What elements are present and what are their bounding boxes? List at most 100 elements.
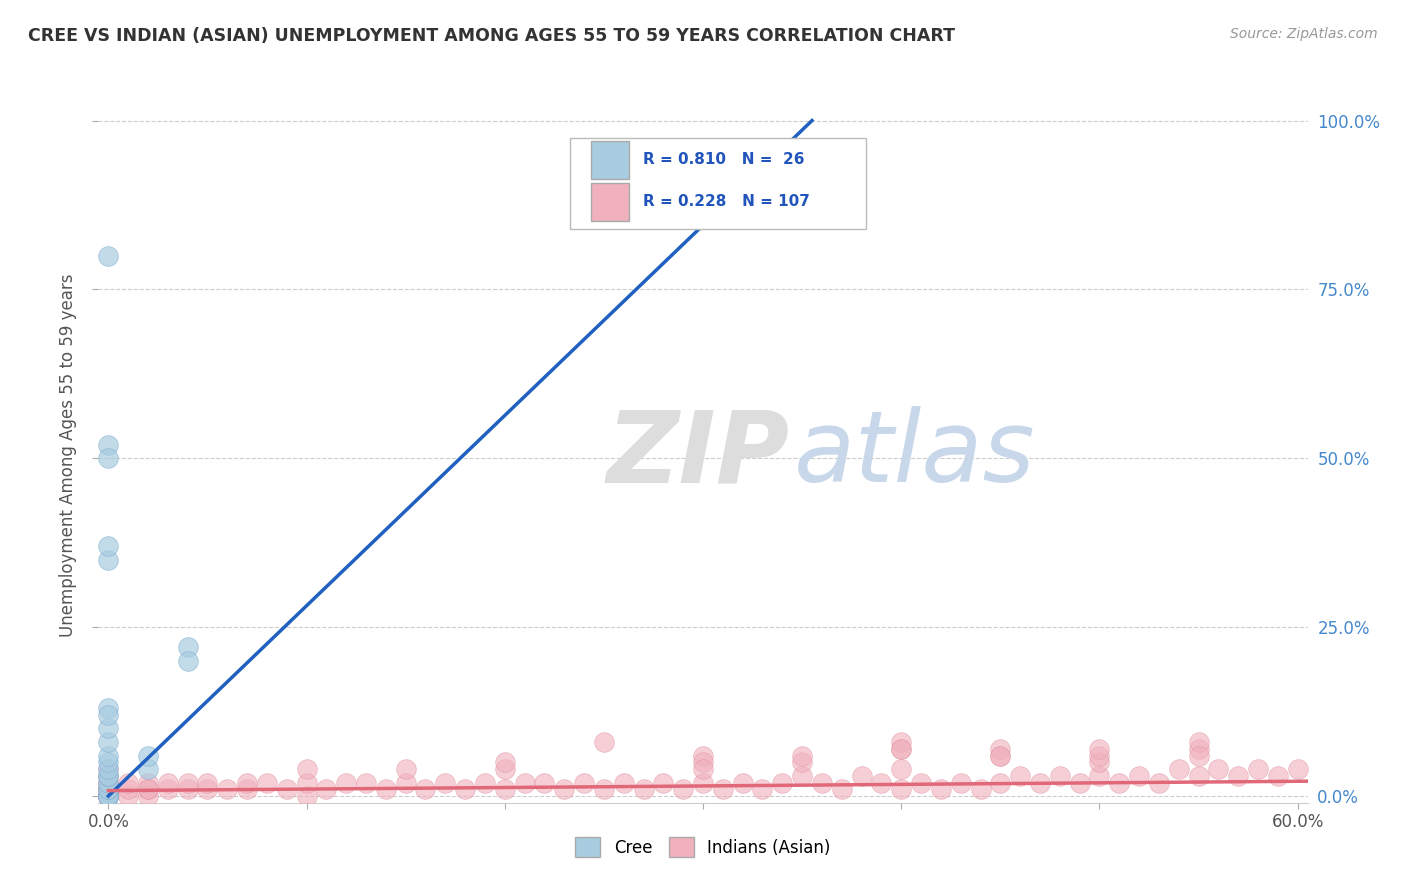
Point: [276, 782, 298, 797]
Point: [1108, 775, 1130, 789]
Point: [1187, 769, 1209, 783]
Point: [97, 451, 120, 466]
Point: [236, 775, 259, 789]
Point: [97, 789, 120, 803]
Point: [354, 775, 377, 789]
Point: [97, 782, 120, 797]
Point: [97, 789, 120, 803]
Point: [97, 789, 120, 803]
Point: [97, 249, 120, 263]
Point: [910, 775, 932, 789]
Point: [156, 782, 179, 797]
Point: [633, 782, 655, 797]
Point: [97, 789, 120, 803]
Point: [295, 762, 318, 776]
Point: [494, 782, 516, 797]
Point: [692, 762, 714, 776]
Point: [335, 775, 357, 789]
Point: [97, 769, 120, 783]
Point: [474, 775, 496, 789]
Point: [1088, 748, 1111, 763]
Point: [1088, 769, 1111, 783]
Point: [97, 775, 120, 789]
Point: [97, 782, 120, 797]
Point: [890, 762, 912, 776]
Point: [711, 782, 734, 797]
Point: [97, 701, 120, 715]
Point: [811, 775, 834, 789]
Point: [197, 775, 219, 789]
Point: [1088, 756, 1111, 770]
Bar: [591, 141, 630, 179]
Point: [890, 782, 912, 797]
Point: [1010, 769, 1032, 783]
Point: [890, 741, 912, 756]
Point: [97, 782, 120, 797]
Point: [136, 782, 159, 797]
Point: [117, 775, 139, 789]
Point: [692, 748, 714, 763]
Point: [136, 748, 159, 763]
Point: [692, 756, 714, 770]
Point: [890, 741, 912, 756]
Point: [1069, 775, 1091, 789]
Point: [395, 775, 418, 789]
Point: [415, 782, 437, 797]
Point: [533, 775, 555, 789]
Point: [770, 775, 793, 789]
Point: [870, 775, 893, 789]
Point: [156, 775, 179, 789]
Point: [97, 756, 120, 770]
Point: [97, 762, 120, 776]
Point: [295, 775, 318, 789]
Point: [97, 769, 120, 783]
Point: [136, 762, 159, 776]
Point: [1227, 769, 1250, 783]
Point: [988, 748, 1011, 763]
Point: [97, 722, 120, 736]
Point: [1187, 748, 1209, 763]
Point: [97, 789, 120, 803]
Point: [831, 782, 853, 797]
Point: [97, 789, 120, 803]
Point: [1029, 775, 1052, 789]
Point: [613, 775, 636, 789]
Point: [256, 775, 278, 789]
Point: [236, 782, 259, 797]
Point: [949, 775, 972, 789]
Point: [1286, 762, 1309, 776]
Point: [1128, 769, 1150, 783]
Point: [97, 438, 120, 452]
Point: [97, 735, 120, 749]
Point: [136, 775, 159, 789]
Point: [513, 775, 536, 789]
Point: [1147, 775, 1170, 789]
Point: [97, 552, 120, 566]
Point: [434, 775, 457, 789]
Point: [929, 782, 952, 797]
Point: [593, 735, 616, 749]
FancyBboxPatch shape: [569, 138, 866, 229]
Legend: Cree, Indians (Asian): Cree, Indians (Asian): [569, 830, 837, 864]
Point: [1267, 769, 1289, 783]
Point: [1187, 741, 1209, 756]
Point: [988, 748, 1011, 763]
Point: [97, 789, 120, 803]
Point: [494, 762, 516, 776]
Text: ZIP: ZIP: [606, 407, 789, 503]
Point: [494, 756, 516, 770]
Point: [97, 789, 120, 803]
Text: R = 0.810   N =  26: R = 0.810 N = 26: [643, 153, 804, 167]
Point: [97, 789, 120, 803]
Point: [1167, 762, 1189, 776]
Point: [176, 775, 198, 789]
Point: [1247, 762, 1270, 776]
Point: [97, 782, 120, 797]
Point: [374, 782, 396, 797]
Point: [652, 775, 675, 789]
Point: [890, 735, 912, 749]
Point: [751, 782, 773, 797]
Point: [295, 789, 318, 803]
Point: [97, 762, 120, 776]
Point: [97, 708, 120, 723]
